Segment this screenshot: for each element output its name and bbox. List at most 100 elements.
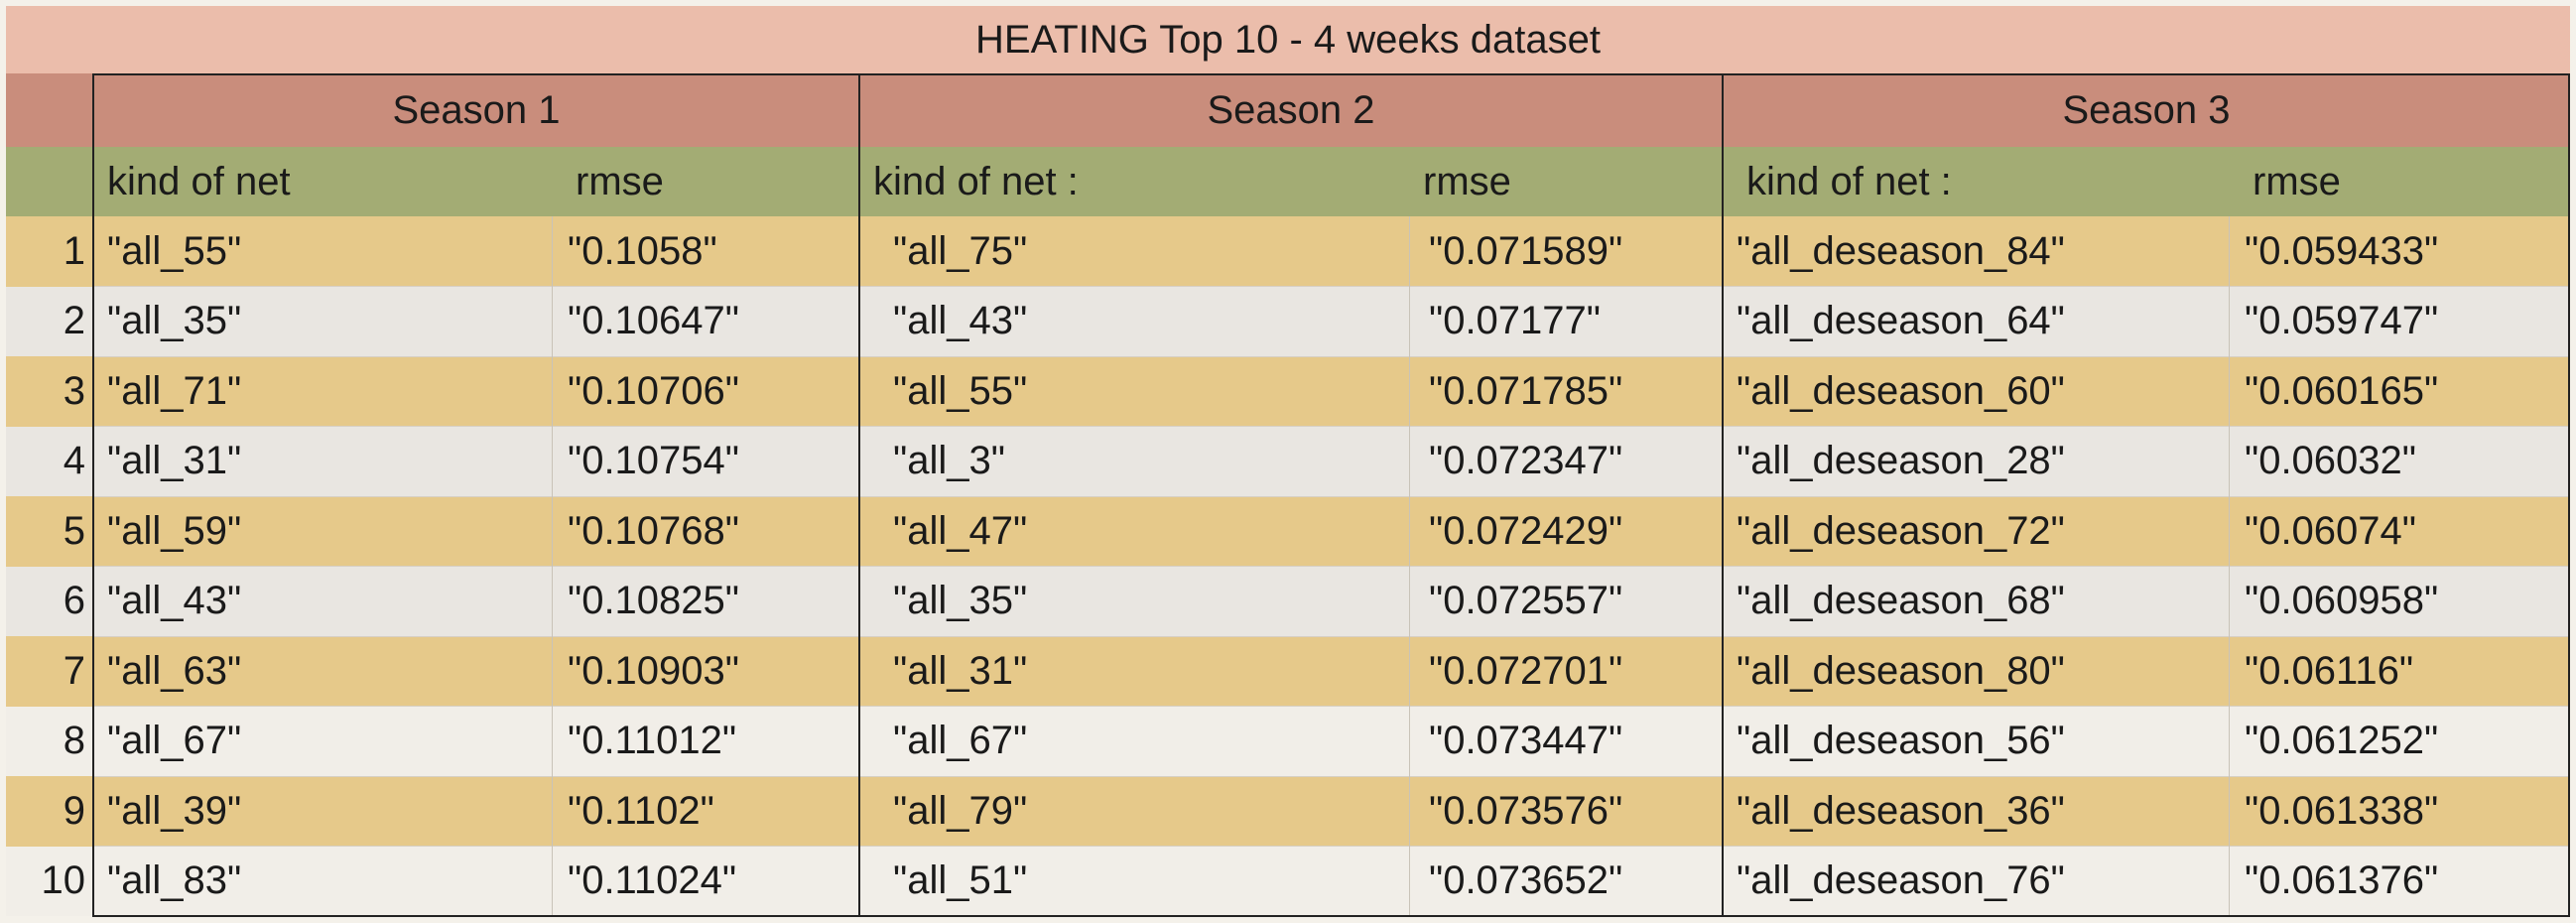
season-divider bbox=[1722, 73, 1724, 917]
season-2-rmse-cell: "0.073576" bbox=[1429, 788, 1623, 833]
season-3-net-cell: "all_deseason_76" bbox=[1737, 858, 2065, 903]
season-3-rmse-cell: "0.060165" bbox=[2245, 368, 2439, 413]
table-row: 8 "all_67" "0.11012" "all_67" "0.073447"… bbox=[6, 706, 2570, 776]
season-3-rmse-cell: "0.059433" bbox=[2245, 228, 2439, 273]
table-row: 5 "all_59" "0.10768" "all_47" "0.072429"… bbox=[6, 496, 2570, 567]
season-2-net-cell: "all_43" bbox=[893, 299, 1028, 343]
season-3-net-cell: "all_deseason_68" bbox=[1737, 579, 2065, 623]
row-divider bbox=[93, 286, 2570, 287]
season-2-rmse-cell: "0.072347" bbox=[1429, 439, 1623, 483]
season-2-net-cell: "all_51" bbox=[893, 858, 1028, 903]
table-row: 3 "all_71" "0.10706" "all_55" "0.071785"… bbox=[6, 356, 2570, 427]
season-2-net-cell: "all_67" bbox=[893, 719, 1028, 763]
season-2-rmse-cell: "0.073447" bbox=[1429, 719, 1623, 763]
season-3-net-cell: "all_deseason_28" bbox=[1737, 439, 2065, 483]
season-1-rmse-cell: "0.1058" bbox=[568, 228, 717, 273]
season-1-rmse-cell: "0.11024" bbox=[568, 858, 737, 903]
season-2-rmse-cell: "0.071785" bbox=[1429, 368, 1623, 413]
row-number: 9 bbox=[63, 788, 85, 833]
table-row: 6 "all_43" "0.10825" "all_35" "0.072557"… bbox=[6, 566, 2570, 636]
season-2-rmse-cell: "0.072429" bbox=[1429, 508, 1623, 553]
table-row: 4 "all_31" "0.10754" "all_3" "0.072347" … bbox=[6, 426, 2570, 496]
season-1-rmse-cell: "0.10754" bbox=[568, 439, 739, 483]
season-3-rmse-cell: "0.061252" bbox=[2245, 719, 2439, 763]
season-3-net-cell: "all_deseason_80" bbox=[1737, 648, 2065, 693]
table-border-bottom bbox=[93, 915, 2570, 917]
season-2-net-column-header: kind of net : bbox=[859, 147, 1409, 216]
table-body: 1 "all_55" "0.1058" "all_75" "0.071589" … bbox=[6, 216, 2570, 916]
row-number: 7 bbox=[63, 648, 85, 693]
table-row: 7 "all_63" "0.10903" "all_31" "0.072701"… bbox=[6, 636, 2570, 707]
season-3-rmse-cell: "0.060958" bbox=[2245, 579, 2439, 623]
row-number: 1 bbox=[63, 228, 85, 273]
row-number: 4 bbox=[63, 439, 85, 483]
row-divider bbox=[93, 566, 2570, 567]
season-1-net-cell: "all_43" bbox=[107, 579, 242, 623]
season-2-rmse-cell: "0.07177" bbox=[1429, 299, 1601, 343]
season-1-rmse-cell: "0.10706" bbox=[568, 368, 739, 413]
row-divider bbox=[93, 706, 2570, 707]
season-1-rmse-cell: "0.10903" bbox=[568, 648, 739, 693]
season-2-rmse-cell: "0.072557" bbox=[1429, 579, 1623, 623]
row-number: 10 bbox=[41, 858, 86, 903]
season-3-rmse-cell: "0.061338" bbox=[2245, 788, 2439, 833]
row-number: 6 bbox=[63, 579, 85, 623]
season-2-rmse-cell: "0.071589" bbox=[1429, 228, 1623, 273]
season-1-rmse-column-header: rmse bbox=[552, 147, 859, 216]
season-2-net-cell: "all_31" bbox=[893, 648, 1028, 693]
season-1-header: Season 1 bbox=[93, 73, 859, 147]
season-3-rmse-cell: "0.06074" bbox=[2245, 508, 2416, 553]
season-3-rmse-cell: "0.06032" bbox=[2245, 439, 2416, 483]
season-2-rmse-cell: "0.072701" bbox=[1429, 648, 1623, 693]
season-1-net-cell: "all_67" bbox=[107, 719, 242, 763]
season-2-net-cell: "all_3" bbox=[893, 439, 1005, 483]
table-title: HEATING Top 10 - 4 weeks dataset bbox=[6, 6, 2570, 73]
row-divider bbox=[93, 496, 2570, 497]
season-1-rmse-cell: "0.10825" bbox=[568, 579, 739, 623]
season-2-net-cell: "all_35" bbox=[893, 579, 1028, 623]
season-1-net-cell: "all_55" bbox=[107, 228, 242, 273]
season-1-net-cell: "all_39" bbox=[107, 788, 242, 833]
season-3-net-cell: "all_deseason_56" bbox=[1737, 719, 2065, 763]
row-number-subheader bbox=[6, 147, 93, 216]
row-divider bbox=[93, 356, 2570, 357]
season-3-net-cell: "all_deseason_84" bbox=[1737, 228, 2065, 273]
season-3-rmse-column-header: rmse bbox=[2229, 147, 2570, 216]
season-divider bbox=[858, 73, 860, 917]
season-2-rmse-cell: "0.073652" bbox=[1429, 858, 1623, 903]
row-number: 5 bbox=[63, 508, 85, 553]
season-1-net-column-header: kind of net bbox=[93, 147, 552, 216]
row-number: 2 bbox=[63, 299, 85, 343]
season-2-net-cell: "all_79" bbox=[893, 788, 1028, 833]
table-row: 1 "all_55" "0.1058" "all_75" "0.071589" … bbox=[6, 216, 2570, 287]
table-row: 2 "all_35" "0.10647" "all_43" "0.07177" … bbox=[6, 286, 2570, 356]
column-divider bbox=[2229, 216, 2230, 916]
column-divider bbox=[1409, 216, 1410, 916]
table-row: 9 "all_39" "0.1102" "all_79" "0.073576" … bbox=[6, 776, 2570, 847]
season-1-net-cell: "all_35" bbox=[107, 299, 242, 343]
season-3-net-cell: "all_deseason_64" bbox=[1737, 299, 2065, 343]
season-3-rmse-cell: "0.061376" bbox=[2245, 858, 2439, 903]
row-divider bbox=[93, 426, 2570, 427]
season-2-net-cell: "all_47" bbox=[893, 508, 1028, 553]
table-border-right bbox=[2568, 73, 2570, 917]
row-divider bbox=[93, 636, 2570, 637]
column-divider bbox=[552, 216, 553, 916]
season-2-net-cell: "all_55" bbox=[893, 368, 1028, 413]
season-3-rmse-cell: "0.059747" bbox=[2245, 299, 2439, 343]
season-1-net-cell: "all_59" bbox=[107, 508, 242, 553]
table-border-top bbox=[93, 73, 2570, 75]
season-2-rmse-column-header: rmse bbox=[1409, 147, 1723, 216]
row-number: 3 bbox=[63, 368, 85, 413]
row-divider bbox=[93, 846, 2570, 847]
table-row: 10 "all_83" "0.11024" "all_51" "0.073652… bbox=[6, 846, 2570, 916]
row-number: 8 bbox=[63, 719, 85, 763]
table-border-left bbox=[92, 73, 94, 917]
season-1-net-cell: "all_71" bbox=[107, 368, 242, 413]
season-3-net-cell: "all_deseason_72" bbox=[1737, 508, 2065, 553]
season-2-header: Season 2 bbox=[859, 73, 1723, 147]
season-1-net-cell: "all_83" bbox=[107, 858, 242, 903]
row-number-header bbox=[6, 73, 93, 147]
season-3-header: Season 3 bbox=[1723, 73, 2570, 147]
